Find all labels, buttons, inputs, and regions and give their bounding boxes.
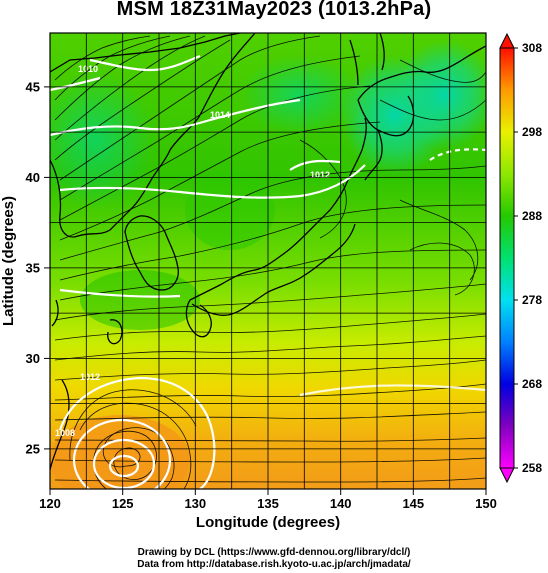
y-tick-labels: 25 30 35 40 45	[26, 80, 40, 457]
colorbar-max-arrow	[499, 32, 515, 49]
y-tick-label: 25	[26, 442, 40, 457]
y-tick-label: 45	[26, 80, 40, 95]
isobar-label: 1014	[210, 110, 230, 120]
x-tick-label: 120	[39, 496, 61, 511]
x-tick-label: 140	[330, 496, 352, 511]
colorbar-scale	[499, 47, 515, 469]
colorbar-tick-label: 308	[522, 41, 542, 55]
coastlines	[50, 33, 486, 471]
x-tick-label: 130	[184, 496, 206, 511]
x-tick-label: 135	[257, 496, 279, 511]
isobar-label: 1012	[80, 372, 100, 382]
y-tick-label: 40	[26, 170, 40, 185]
colorbar-tick-label: 288	[522, 209, 542, 223]
isobars	[50, 54, 486, 489]
tick-marks	[44, 86, 487, 495]
x-tick-labels: 120 125 130 135 140 145 150	[39, 496, 497, 511]
colorbar-min-arrow	[499, 467, 515, 484]
x-tick-label: 145	[402, 496, 424, 511]
isobar-label: 1010	[78, 64, 98, 74]
y-axis-label: Latitude (degrees)	[0, 196, 17, 326]
grid-lines	[50, 33, 486, 489]
credit-drawing: Drawing by DCL (https://www.gfd-dennou.o…	[137, 547, 411, 558]
x-tick-label: 125	[112, 496, 134, 511]
colorbar-tick-label: 298	[522, 125, 542, 139]
colorbar-tick-label: 268	[522, 377, 542, 391]
temperature-field	[50, 33, 486, 489]
credit-data-source: Data from http://database.rish.kyoto-u.a…	[137, 559, 411, 570]
colorbar: 308 298 288 278 268 258	[499, 32, 542, 484]
isobar-label: 1012	[310, 170, 330, 180]
colorbar-tick-label: 278	[522, 293, 542, 307]
isobar-label: 1008	[55, 428, 75, 438]
map-title: MSM 18Z31May2023 (1013.2hPa)	[116, 0, 432, 20]
colorbar-tick-label: 258	[522, 461, 542, 475]
y-tick-label: 30	[26, 351, 40, 366]
x-axis-label: Longitude (degrees)	[196, 514, 340, 531]
y-tick-label: 35	[26, 261, 40, 276]
x-tick-label: 150	[475, 496, 497, 511]
isobar-labels: 1010 1014 1012 1012 1008	[55, 64, 330, 438]
